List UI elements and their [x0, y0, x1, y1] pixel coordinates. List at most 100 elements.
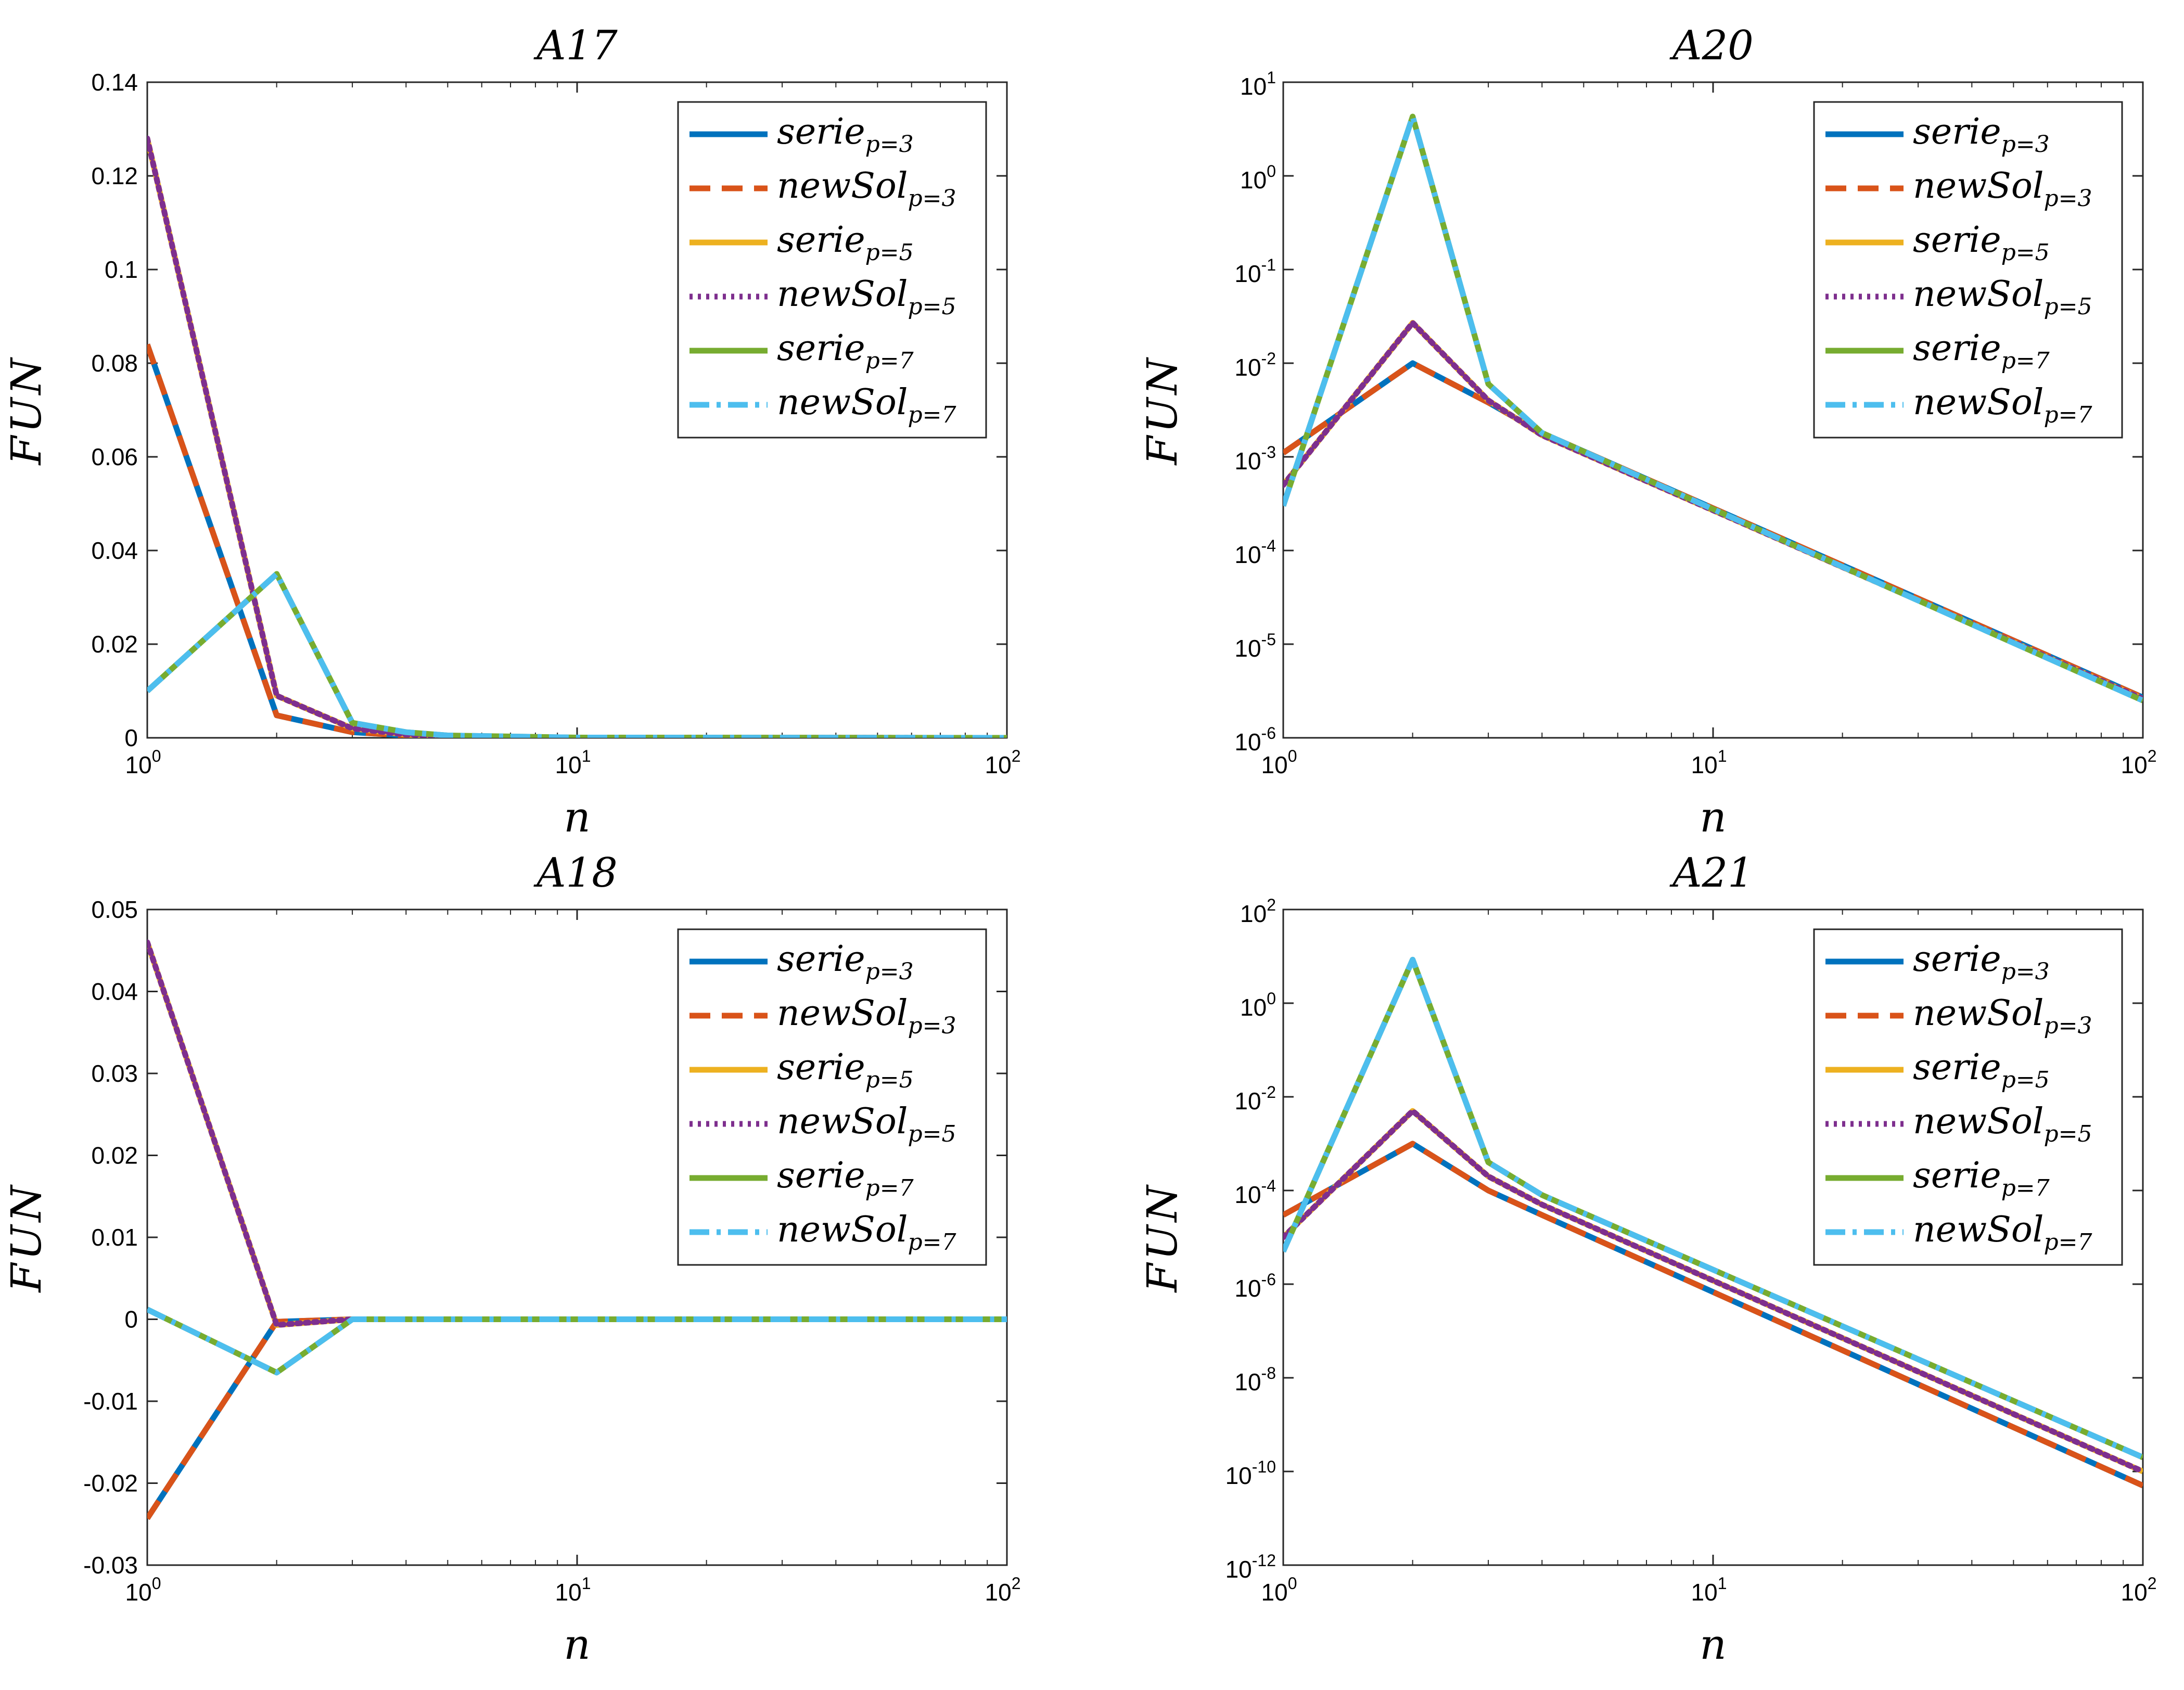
legend-entry: seriep=7 — [777, 328, 914, 374]
legend-entry: seriep=5 — [1913, 220, 2050, 266]
x-axis-label: n — [1700, 1620, 1727, 1669]
y-tick-label: 0.14 — [91, 69, 138, 96]
y-tick-label: 0.02 — [91, 631, 138, 658]
series-line-newSol-p=7 — [1283, 956, 2143, 1460]
series-group — [147, 135, 1007, 738]
chart-panel-A17: 100 101 102 0 0.02 0.04 0.06 0.08 0.1 0.12 0.14 A17… — [2, 22, 1020, 841]
y-tick-label: 10-12 — [1225, 1551, 1276, 1583]
legend-entry: seriep=7 — [777, 1155, 914, 1201]
y-tick-label: 0.05 — [91, 896, 138, 923]
y-tick-label: 10-3 — [1234, 443, 1276, 475]
y-tick-label: 100 — [1240, 162, 1276, 194]
chart-panel-A18: 100 101 102 -0.03 -0.02 -0.01 0 0.01 0.02 0.03 0.0… — [2, 850, 1020, 1669]
y-tick-label: 10-1 — [1234, 255, 1276, 287]
series-group — [1283, 113, 2143, 703]
y-tick-label: -0.03 — [83, 1552, 138, 1579]
x-axis-label: n — [564, 793, 591, 841]
y-tick-label: 0.04 — [91, 537, 138, 564]
legend-entry: newSolp=7 — [1913, 1209, 2092, 1256]
legend-entry: seriep=7 — [1913, 1155, 2050, 1201]
x-tick-label: 102 — [2121, 1574, 2157, 1606]
legend-box — [677, 928, 987, 1266]
y-axis-label: FUN — [2, 355, 50, 466]
y-tick-label: 10-6 — [1234, 724, 1276, 756]
y-tick-label: 10-5 — [1234, 630, 1276, 662]
y-tick-label: 10-8 — [1234, 1364, 1276, 1395]
series-line-newSol-p=7 — [147, 571, 1007, 738]
legend-box — [1813, 101, 2123, 439]
legend-entry: seriep=7 — [1913, 328, 2050, 374]
y-axis-label: FUN — [1138, 355, 1186, 466]
y-tick-label: 0 — [124, 724, 138, 751]
y-tick-label: 10-6 — [1234, 1270, 1276, 1302]
x-tick-label: 100 — [1261, 747, 1297, 778]
chart-title: A18 — [533, 850, 618, 897]
y-tick-label: 0.02 — [91, 1142, 138, 1169]
legend-entry: newSolp=7 — [777, 382, 956, 428]
y-tick-label: 0.01 — [91, 1224, 138, 1251]
x-tick-label: 102 — [2121, 747, 2157, 778]
y-tick-label: 0.06 — [91, 443, 138, 470]
legend-entry: seriep=3 — [777, 939, 914, 985]
chart-title: A20 — [1669, 22, 1754, 69]
x-tick-label: 102 — [985, 747, 1021, 778]
series-line-newSol-p=7 — [147, 1307, 1007, 1376]
y-axis-label: FUN — [1138, 1183, 1186, 1294]
y-tick-label: 10-2 — [1234, 1083, 1276, 1115]
y-tick-label: 101 — [1240, 68, 1276, 100]
x-tick-label: 101 — [555, 747, 591, 778]
legend-entry: newSolp=5 — [1913, 1101, 2092, 1147]
x-tick-label: 101 — [555, 1574, 591, 1606]
series-group — [1283, 956, 2143, 1489]
x-axis-label: n — [1700, 793, 1727, 841]
chart-panel-A20: 100 101 102 10-6 10-5 10-4 10-3 10-2 10-1 100 101 A… — [1138, 22, 2156, 841]
legend: seriep=3 newSolp=3 seriep=5 newSolp=5 seriep… — [1813, 928, 2123, 1266]
chart-title: A21 — [1669, 850, 1754, 897]
legend-entry: seriep=5 — [1913, 1047, 2050, 1093]
y-tick-label: 10-4 — [1234, 1176, 1276, 1208]
y-tick-label: 0.04 — [91, 978, 138, 1005]
x-tick-label: 100 — [125, 1574, 161, 1606]
y-tick-label: 10-2 — [1234, 349, 1276, 381]
legend-entry: newSolp=3 — [1913, 165, 2092, 212]
legend-entry: seriep=3 — [777, 111, 914, 158]
legend-entry: seriep=5 — [777, 220, 914, 266]
y-tick-label: 0.1 — [105, 256, 138, 283]
x-axis-label: n — [564, 1620, 591, 1669]
x-tick-label: 101 — [1691, 747, 1727, 778]
legend: seriep=3 newSolp=3 seriep=5 newSolp=5 seriep… — [677, 101, 987, 439]
legend-box — [1813, 928, 2123, 1266]
y-tick-label: 10-4 — [1234, 536, 1276, 568]
x-tick-label: 101 — [1691, 1574, 1727, 1606]
series-line-newSol-p=5 — [1283, 1108, 2143, 1475]
series-line-newSol-p=3 — [1283, 1141, 2143, 1489]
y-tick-label: 10-10 — [1225, 1457, 1276, 1489]
legend-entry: newSolp=5 — [1913, 274, 2092, 320]
y-tick-label: 100 — [1240, 989, 1276, 1021]
y-tick-label: 0 — [124, 1306, 138, 1333]
legend-entry: seriep=3 — [1913, 939, 2050, 985]
legend: seriep=3 newSolp=3 seriep=5 newSolp=5 seriep… — [677, 928, 987, 1266]
chart-panel-A21: 100 101 102 10-12 10-10 10-8 10-6 10-4 10-2 100 10… — [1138, 850, 2156, 1669]
x-tick-label: 102 — [985, 1574, 1021, 1606]
legend-entry: seriep=3 — [1913, 111, 2050, 158]
legend-entry: newSolp=5 — [777, 274, 956, 320]
legend-entry: newSolp=7 — [1913, 382, 2092, 428]
chart-title: A17 — [533, 22, 618, 69]
legend-entry: seriep=5 — [777, 1047, 914, 1093]
legend: seriep=3 newSolp=3 seriep=5 newSolp=5 seriep… — [1813, 101, 2123, 439]
series-group — [147, 939, 1007, 1520]
legend-entry: newSolp=7 — [777, 1209, 956, 1256]
y-axis-label: FUN — [2, 1183, 50, 1294]
y-tick-label: 102 — [1240, 895, 1276, 927]
x-tick-label: 100 — [125, 747, 161, 778]
y-tick-label: 0.08 — [91, 350, 138, 377]
y-tick-label: 0.03 — [91, 1060, 138, 1087]
y-tick-label: 0.12 — [91, 162, 138, 189]
y-tick-label: -0.02 — [83, 1470, 138, 1497]
y-tick-label: -0.01 — [83, 1388, 138, 1415]
legend-entry: newSolp=3 — [777, 993, 956, 1039]
x-tick-label: 100 — [1261, 1574, 1297, 1606]
legend-entry: newSolp=3 — [777, 165, 956, 212]
